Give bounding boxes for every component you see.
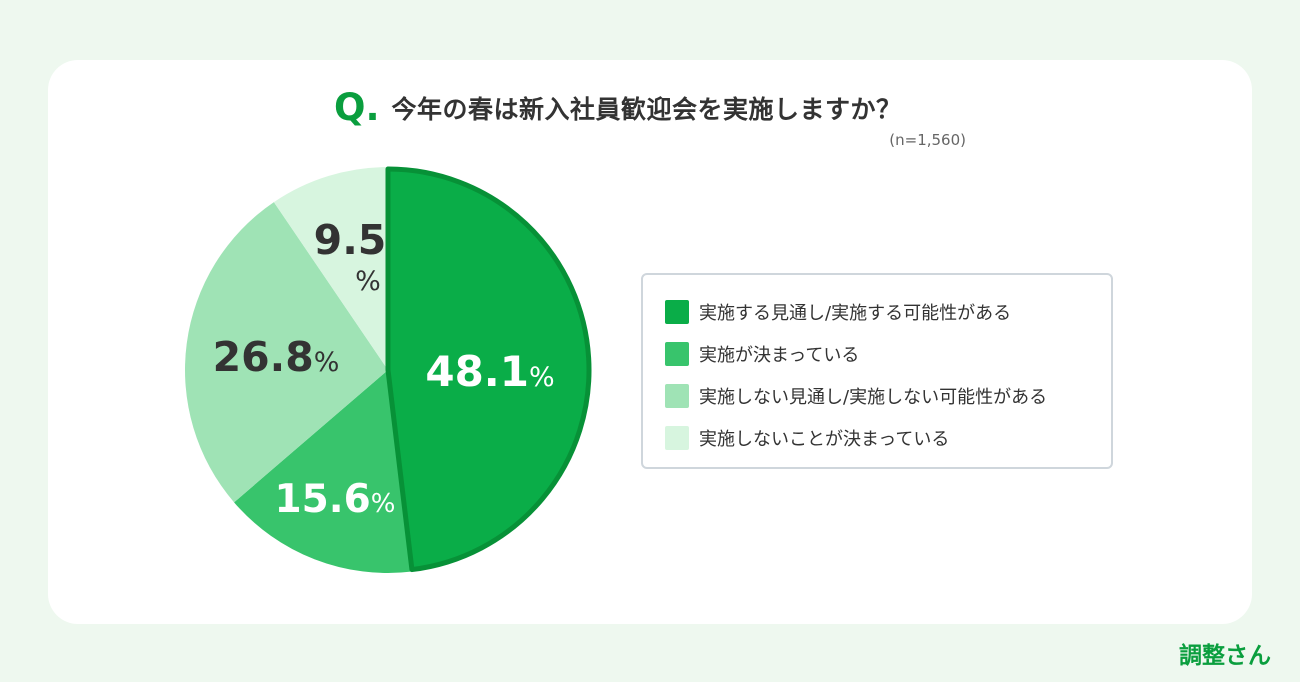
legend-swatch-2	[665, 342, 689, 366]
pie-slice-2	[234, 370, 413, 573]
legend-item-1: 実施する見通し/実施する可能性がある	[665, 299, 1011, 325]
legend-label-1: 実施する見通し/実施する可能性がある	[699, 303, 1012, 324]
legend-swatch-1	[665, 300, 689, 324]
legend-swatch-3	[665, 384, 689, 408]
legend: 実施する見通し/実施する可能性がある 実施が決まっている 実施しない見通し/実施…	[641, 273, 1113, 469]
slice-label-1: 48.1%	[425, 347, 554, 396]
pie-slice-3	[184, 202, 388, 503]
legend-swatch-4	[665, 426, 689, 450]
slice-label-3: 26.8%	[213, 333, 340, 381]
slice-label-4: 9.5%	[314, 216, 387, 297]
legend-item-4: 実施しないことが決まっている	[665, 425, 949, 451]
slice-label-2: 15.6%	[275, 477, 396, 522]
q-mark-icon: Q.	[334, 86, 380, 129]
sample-size-note: (n=1,560)	[889, 131, 966, 149]
question-title: Q. 今年の春は新入社員歓迎会を実施しますか？	[334, 88, 902, 128]
legend-label-2: 実施が決まっている	[699, 345, 860, 366]
question-text: 今年の春は新入社員歓迎会を実施しますか？	[391, 95, 902, 124]
brand-logo: 調整さん	[1179, 643, 1271, 669]
legend-label-3: 実施しない見通し/実施しない可能性がある	[699, 387, 1048, 408]
pie-slice-4	[273, 167, 388, 370]
legend-item-3: 実施しない見通し/実施しない可能性がある	[665, 383, 1047, 409]
legend-item-2: 実施が決まっている	[665, 341, 859, 367]
legend-label-4: 実施しないことが決まっている	[699, 429, 950, 450]
pie-slice-1-outline	[385, 166, 592, 573]
pie-slice-1	[388, 167, 591, 572]
